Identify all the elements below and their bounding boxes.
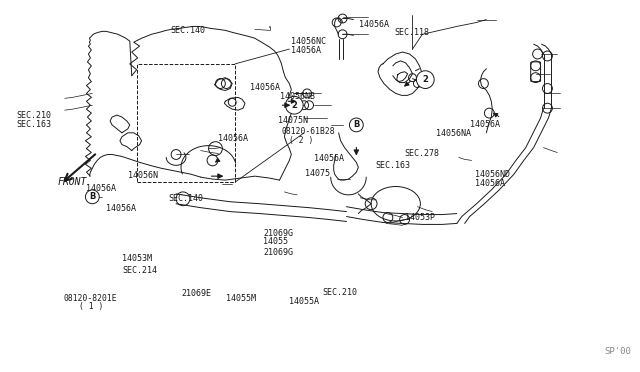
Text: 14056A: 14056A (358, 20, 388, 29)
Text: 14056A: 14056A (470, 120, 500, 129)
Text: 2: 2 (291, 101, 297, 110)
Text: 2: 2 (422, 75, 428, 84)
Text: SEC.278: SEC.278 (404, 148, 439, 157)
Text: 14056NC: 14056NC (291, 37, 326, 46)
Text: 14056A: 14056A (218, 134, 248, 143)
Text: 14056ND: 14056ND (476, 170, 510, 179)
Text: B: B (353, 121, 360, 129)
Text: SEC.210: SEC.210 (16, 111, 51, 120)
Text: ( 1 ): ( 1 ) (79, 302, 104, 311)
Text: 08120-61B28: 08120-61B28 (281, 127, 335, 136)
Text: 14055M: 14055M (226, 294, 256, 303)
Text: 14055A: 14055A (289, 297, 319, 306)
Text: SEC.163: SEC.163 (16, 120, 51, 129)
Text: 14053M: 14053M (122, 254, 152, 263)
Circle shape (349, 118, 364, 132)
Text: 14056A: 14056A (314, 154, 344, 163)
Text: SEC.163: SEC.163 (376, 161, 411, 170)
Text: SP'00: SP'00 (605, 347, 632, 356)
Text: 14056A: 14056A (291, 46, 321, 55)
Text: SEC.118: SEC.118 (395, 28, 429, 36)
Text: 14056N: 14056N (128, 170, 158, 180)
Circle shape (86, 190, 99, 204)
Text: 14056A: 14056A (476, 179, 505, 187)
Text: 14056A: 14056A (250, 83, 280, 92)
Text: 21069E: 21069E (182, 289, 211, 298)
Text: 14056A: 14056A (86, 184, 116, 193)
Text: B: B (89, 192, 95, 201)
Text: FRONT: FRONT (58, 177, 87, 187)
Text: 08120-8201E: 08120-8201E (63, 294, 117, 303)
Text: SEC.214: SEC.214 (122, 266, 157, 275)
Text: 14075N: 14075N (278, 116, 308, 125)
Text: 21069G: 21069G (264, 229, 293, 238)
Circle shape (417, 71, 434, 89)
Text: 14055: 14055 (264, 237, 289, 246)
Text: ( 2 ): ( 2 ) (289, 136, 314, 145)
Text: 14056NB: 14056NB (280, 92, 315, 101)
Text: SEC.140: SEC.140 (171, 26, 205, 35)
Text: SEC.210: SEC.210 (323, 288, 358, 297)
Circle shape (285, 96, 303, 114)
Text: 14075: 14075 (305, 169, 330, 178)
Bar (137, 64, 235, 182)
Text: SEC.140: SEC.140 (169, 194, 204, 203)
Text: 14056NA: 14056NA (436, 129, 470, 138)
Text: 21069G: 21069G (264, 248, 293, 257)
Text: 14053P: 14053P (405, 213, 435, 222)
Text: 14056A: 14056A (106, 204, 136, 213)
